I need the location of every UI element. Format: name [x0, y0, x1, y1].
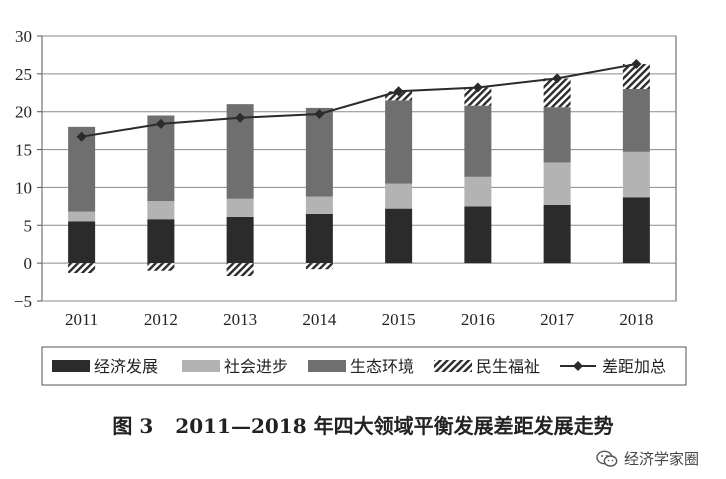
bar-segment-2013-0	[226, 216, 254, 264]
x-tick-label: 2014	[302, 310, 337, 329]
legend-label: 生态环境	[350, 357, 414, 376]
bar-segment-2015-2	[385, 100, 413, 184]
bar-segment-2011-3	[68, 263, 96, 273]
bar-segment-2016-3	[464, 87, 492, 106]
figure-caption: 图 3 2011—2018 年四大领域平衡发展差距发展走势	[0, 410, 726, 439]
total-point-2013	[235, 112, 246, 123]
bar-segment-2011-0	[68, 221, 96, 264]
bar-segment-2012-1	[147, 201, 175, 220]
legend-marker-total	[573, 361, 583, 371]
bar-segment-2014-1	[305, 196, 333, 214]
watermark: 经济学家圈	[596, 448, 699, 469]
legend-swatch-1	[182, 360, 220, 372]
bar-segment-2016-1	[464, 176, 492, 207]
y-tick-label: 30	[15, 27, 32, 46]
figure-number: 图 3	[112, 414, 154, 438]
y-tick-label: 20	[15, 103, 32, 122]
y-tick-label: −5	[14, 292, 32, 311]
legend-label: 差距加总	[602, 357, 666, 376]
bar-segment-2011-1	[68, 211, 96, 222]
bar-segment-2015-1	[385, 183, 413, 209]
bar-segment-2015-0	[385, 208, 413, 264]
bar-segment-2017-1	[543, 162, 571, 205]
total-point-2016	[472, 82, 483, 93]
bar-segment-2018-0	[622, 197, 650, 264]
bar-segment-2018-1	[622, 151, 650, 198]
bars	[68, 64, 650, 277]
bar-segment-2014-3	[305, 263, 333, 270]
y-tick-label: 5	[24, 216, 33, 235]
bar-segment-2017-0	[543, 204, 571, 264]
y-tick-label: 25	[15, 65, 32, 84]
x-tick-label: 2018	[619, 310, 653, 329]
bar-segment-2016-2	[464, 105, 492, 177]
bar-segment-2016-0	[464, 206, 492, 264]
legend-swatch-0	[52, 360, 90, 372]
x-axis: 2011 2012 2013 2014 2015 2016 2017 2018	[65, 310, 653, 329]
x-tick-label: 2017	[540, 310, 575, 329]
total-point-2011	[76, 131, 87, 142]
y-tick-label: 15	[15, 141, 32, 160]
legend-label: 民生福祉	[476, 357, 540, 376]
legend-label: 社会进步	[224, 357, 288, 376]
x-tick-label: 2011	[65, 310, 98, 329]
bar-segment-2012-2	[147, 115, 175, 202]
x-tick-label: 2012	[144, 310, 178, 329]
total-line	[76, 59, 642, 142]
bar-segment-2013-1	[226, 198, 254, 217]
total-point-2012	[155, 118, 166, 129]
legend-swatch-3	[434, 360, 472, 372]
bar-segment-2012-3	[147, 263, 175, 271]
legend: 经济发展 社会进步 生态环境 民生福祉 差距加总	[41, 346, 687, 386]
y-axis: −5 0 5 10 15 20 25 30	[14, 27, 42, 311]
x-tick-label: 2016	[461, 310, 495, 329]
bar-segment-2014-0	[305, 213, 333, 264]
wechat-icon	[596, 450, 618, 467]
bar-segment-2012-0	[147, 219, 175, 264]
x-tick-label: 2015	[382, 310, 416, 329]
bar-segment-2017-2	[543, 107, 571, 163]
total-point-2018	[631, 59, 642, 70]
bar-segment-2014-2	[305, 107, 333, 197]
legend-swatch-2	[308, 360, 346, 372]
bar-segment-2013-3	[226, 263, 254, 277]
legend-label: 经济发展	[94, 357, 158, 376]
total-point-2017	[552, 73, 563, 84]
y-tick-label: 0	[24, 254, 33, 273]
total-point-2014	[314, 108, 325, 119]
total-point-2015	[393, 86, 404, 97]
plot-frame	[41, 35, 677, 302]
bar-segment-2018-2	[622, 89, 650, 152]
watermark-text: 经济学家圈	[624, 450, 700, 468]
y-tick-label: 10	[15, 178, 32, 197]
plot-area	[41, 35, 677, 302]
x-tick-label: 2013	[223, 310, 257, 329]
total-line-path	[81, 63, 637, 138]
figure-title: 2011—2018 年四大领域平衡发展差距发展走势	[175, 414, 614, 438]
